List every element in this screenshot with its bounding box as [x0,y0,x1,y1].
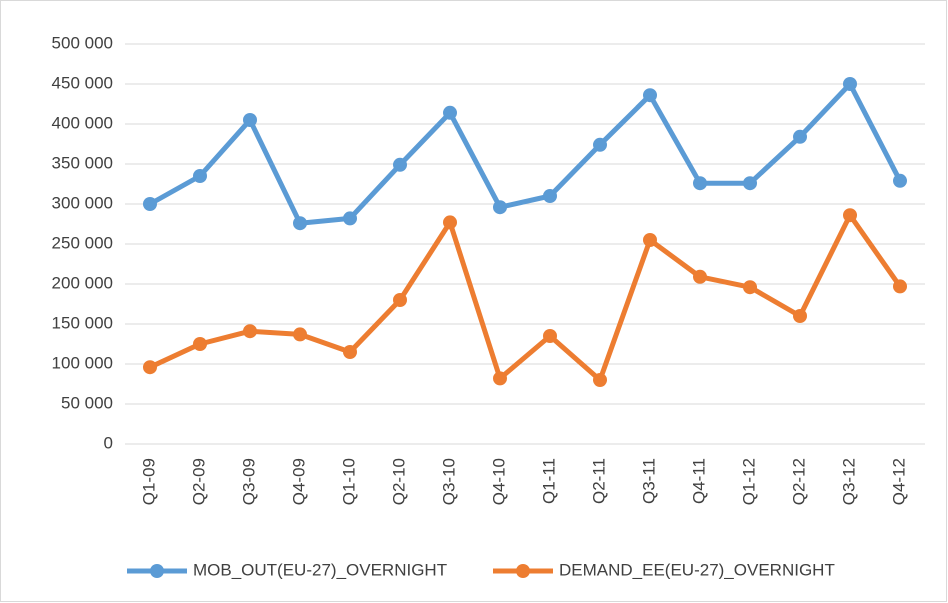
data-point [493,200,507,215]
series-line [148,81,903,226]
data-point [743,280,757,295]
data-point [443,215,457,230]
x-tick-label: Q4-10 [489,458,508,505]
x-tick-label: Q3-10 [439,458,458,505]
x-tick-label: Q1-12 [739,458,758,505]
x-tick-label: Q1-09 [139,458,158,505]
y-tick-label: 450 000 [52,73,113,92]
data-point [543,189,557,203]
data-point [743,176,757,191]
data-point [293,327,307,342]
data-point [643,233,657,247]
y-tick-label: 50 000 [61,393,113,412]
x-tick-label: Q2-12 [789,458,808,505]
x-tick-label: Q2-10 [389,458,408,505]
data-point [893,279,907,294]
x-tick-label: Q3-09 [239,458,258,505]
data-point [343,211,357,226]
y-tick-label: 200 000 [52,273,113,292]
y-tick-label: 100 000 [52,353,113,372]
data-point [343,345,357,359]
data-point [193,337,207,351]
data-point [793,309,807,323]
y-tick-label: 150 000 [52,313,113,332]
data-point [493,371,507,386]
data-point [393,157,407,172]
x-tick-label: Q4-11 [689,458,708,504]
legend-marker [150,564,164,578]
legend-label: DEMAND_EE(EU-27)_OVERNIGHT [559,560,835,579]
data-point [243,324,257,339]
x-tick-label: Q2-09 [189,458,208,505]
x-tick-label: Q1-11 [539,458,558,504]
data-point [593,373,607,387]
data-point [693,176,707,191]
x-tick-label: Q2-11 [589,458,608,504]
data-point [843,77,857,91]
data-point [793,129,807,144]
data-point [893,173,907,188]
series-line [148,212,903,383]
data-point [143,360,157,375]
data-point [693,269,707,284]
data-point [393,293,407,307]
data-point [593,137,607,152]
y-tick-label: 0 [104,433,113,452]
y-tick-label: 250 000 [52,233,113,252]
data-point [643,88,657,103]
x-tick-label: Q4-09 [289,458,308,505]
data-point [243,113,257,127]
data-point [543,329,557,343]
data-point [443,105,457,120]
y-tick-label: 500 000 [52,33,113,52]
x-tick-label: Q3-12 [839,458,858,505]
y-tick-label: 300 000 [52,193,113,212]
y-tick-label: 350 000 [52,153,113,172]
x-tick-label: Q3-11 [639,458,658,504]
y-tick-label: 400 000 [52,113,113,132]
data-point [193,169,207,183]
data-point [293,216,307,231]
data-point [143,197,157,211]
legend-label: MOB_OUT(EU-27)_OVERNIGHT [193,560,447,579]
legend-marker [516,564,530,578]
x-tick-label: Q4-12 [889,458,908,505]
data-point [843,208,857,223]
x-tick-label: Q1-10 [339,458,358,505]
